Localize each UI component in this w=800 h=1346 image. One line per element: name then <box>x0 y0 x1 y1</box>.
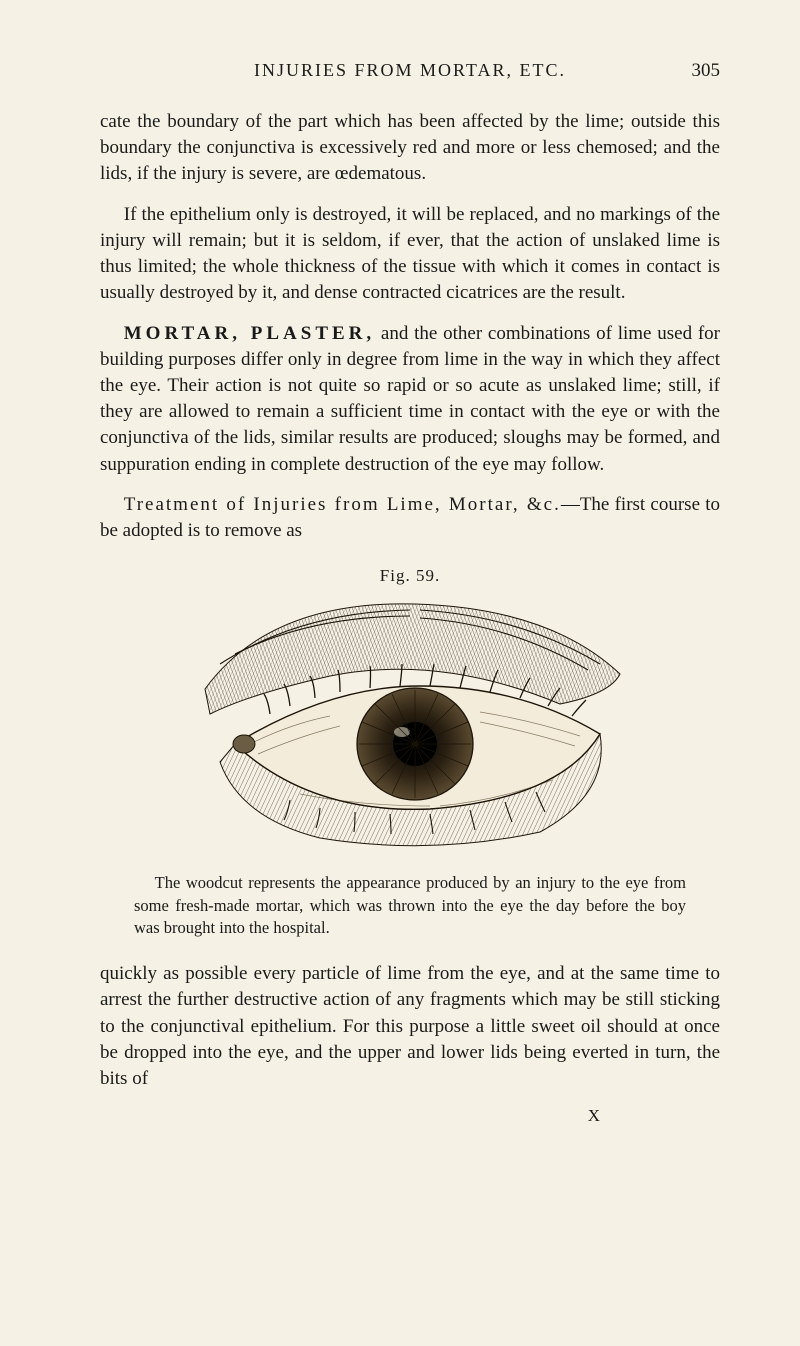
paragraph-3: MORTAR, PLASTER, and the other combinati… <box>100 321 720 478</box>
page-number: 305 <box>692 60 721 82</box>
section-heading-mortar: MORTAR, PLASTER, <box>124 323 375 344</box>
paragraph-1: cate the boundary of the part which has … <box>100 109 720 188</box>
paragraph-4: Treatment of Injuries from Lime, Mortar,… <box>100 492 720 544</box>
woodcut-eye-illustration <box>180 594 640 854</box>
paragraph-3-body: and the other combinations of lime used … <box>100 323 720 475</box>
figure-caption: The woodcut represents the appearance pr… <box>134 872 686 939</box>
signature-mark: X <box>100 1106 720 1126</box>
running-head: INJURIES FROM MORTAR, ETC. <box>254 60 566 81</box>
paragraph-5: quickly as possible every particle of li… <box>100 961 720 1092</box>
figure-label: Fig. 59. <box>100 566 720 586</box>
page-header: INJURIES FROM MORTAR, ETC. 305 <box>100 60 720 81</box>
eye-engraving-svg <box>180 594 640 854</box>
section-heading-treatment: Treatment of Injuries from Lime, Mortar,… <box>124 494 561 515</box>
paragraph-2: If the epithelium only is destroyed, it … <box>100 202 720 307</box>
